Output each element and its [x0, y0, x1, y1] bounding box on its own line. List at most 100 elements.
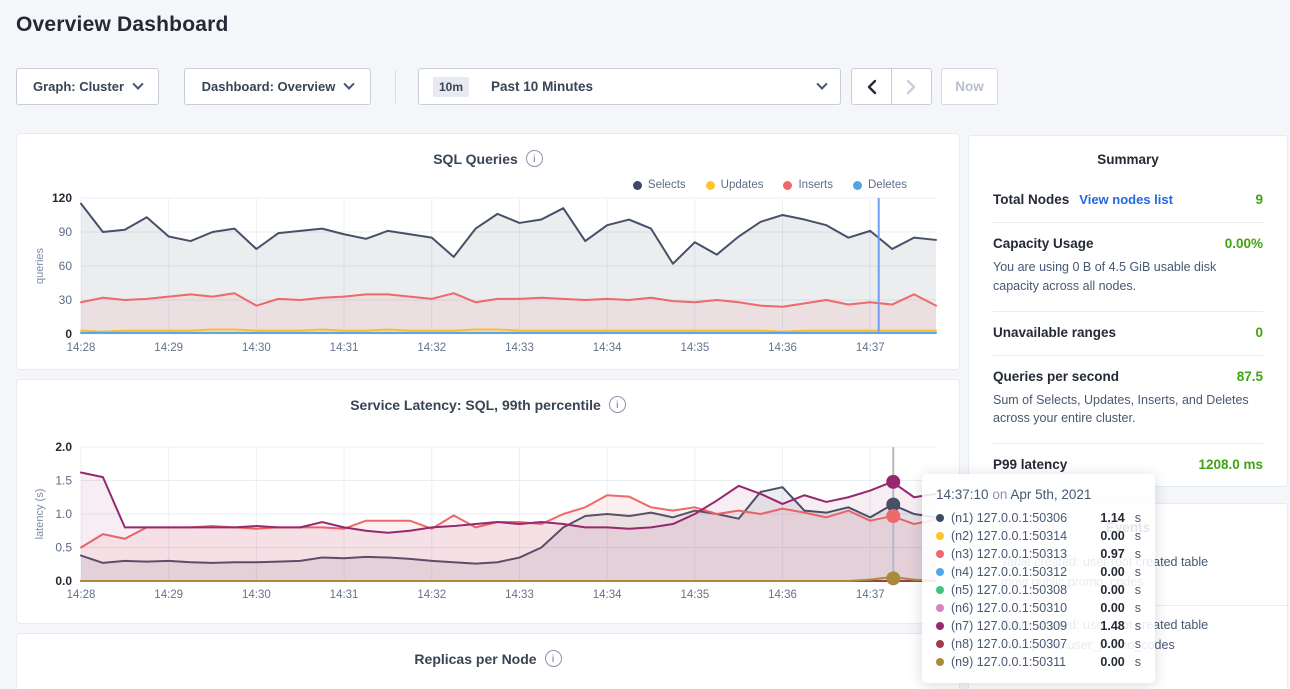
- dashboard-dropdown[interactable]: Dashboard: Overview: [184, 68, 371, 105]
- time-prev-button[interactable]: [851, 68, 892, 105]
- legend-item-selects[interactable]: Selects: [633, 179, 686, 191]
- svg-text:0: 0: [65, 327, 72, 341]
- svg-text:14:37: 14:37: [856, 589, 885, 601]
- node-address: (n3) 127.0.0.1:50313: [951, 547, 1067, 561]
- info-icon[interactable]: i: [609, 396, 626, 413]
- summary-row-value: 1208.0 ms: [1198, 457, 1263, 472]
- tooltip-node-row: (n5) 127.0.0.1:50308 0.00 s: [936, 581, 1141, 599]
- node-latency-value: 0.00: [1100, 583, 1124, 597]
- legend-dot: [853, 181, 862, 190]
- legend-item-deletes[interactable]: Deletes: [853, 179, 907, 191]
- legend-label: Inserts: [798, 179, 833, 191]
- node-latency-unit: s: [1135, 511, 1141, 525]
- svg-text:60: 60: [59, 259, 73, 273]
- svg-text:14:33: 14:33: [505, 342, 534, 354]
- node-address: (n2) 127.0.0.1:50314: [951, 529, 1067, 543]
- time-range-badge: 10m: [433, 77, 469, 97]
- graph-dropdown[interactable]: Graph: Cluster: [16, 68, 159, 105]
- replicas-per-node-chart-title: Replicas per Node i: [17, 650, 959, 667]
- node-latency-value: 0.00: [1100, 601, 1124, 615]
- summary-row-value: 9: [1255, 192, 1263, 207]
- dashboard-dropdown-label: Dashboard: Overview: [202, 79, 336, 94]
- info-icon[interactable]: i: [545, 650, 562, 667]
- toolbar-divider: [395, 70, 396, 103]
- node-color-dot: [936, 658, 944, 666]
- service-latency-chart[interactable]: 14:2814:2914:3014:3114:3214:3314:3414:35…: [17, 380, 961, 625]
- node-address: (n7) 127.0.0.1:50309: [951, 619, 1067, 633]
- summary-row-label: Queries per second: [993, 369, 1119, 384]
- svg-text:14:34: 14:34: [593, 342, 622, 354]
- chart-hover-tooltip: 14:37:10 on Apr 5th, 2021 (n1) 127.0.0.1…: [922, 474, 1155, 683]
- svg-text:14:32: 14:32: [417, 342, 446, 354]
- summary-row-description: You are using 0 B of 4.5 GiB usable disk…: [993, 258, 1263, 296]
- node-address: (n8) 127.0.0.1:50307: [951, 637, 1067, 651]
- time-range-dropdown[interactable]: 10m Past 10 Minutes: [418, 68, 841, 105]
- node-color-dot: [936, 514, 944, 522]
- node-latency-unit: s: [1135, 655, 1141, 669]
- tooltip-node-row: (n8) 127.0.0.1:50307 0.00 s: [936, 635, 1141, 653]
- summary-row-value: 0.00%: [1225, 236, 1263, 251]
- legend-label: Deletes: [868, 179, 907, 191]
- summary-row-value: 0: [1255, 325, 1263, 340]
- chevron-left-icon: [866, 79, 877, 95]
- node-color-dot: [936, 586, 944, 594]
- time-next-button[interactable]: [891, 68, 932, 105]
- summary-row-label: Unavailable ranges: [993, 325, 1116, 340]
- info-icon[interactable]: i: [526, 150, 543, 167]
- svg-text:queries: queries: [34, 247, 46, 284]
- node-address: (n5) 127.0.0.1:50308: [951, 583, 1067, 597]
- node-latency-unit: s: [1135, 601, 1141, 615]
- summary-row-label: P99 latency: [993, 457, 1067, 472]
- node-latency-value: 1.48: [1100, 619, 1124, 633]
- sql-queries-chart[interactable]: 14:2814:2914:3014:3114:3214:3314:3414:35…: [17, 134, 961, 371]
- legend-dot: [783, 181, 792, 190]
- summary-title: Summary: [993, 136, 1263, 179]
- svg-text:14:31: 14:31: [330, 589, 359, 601]
- summary-row-label: Capacity Usage: [993, 236, 1094, 251]
- node-latency-unit: s: [1135, 619, 1141, 633]
- svg-text:0.0: 0.0: [55, 574, 72, 588]
- node-latency-unit: s: [1135, 637, 1141, 651]
- tooltip-node-row: (n9) 127.0.0.1:503110.00s: [936, 653, 1141, 671]
- service-latency-chart-title: Service Latency: SQL, 99th percentile i: [17, 396, 959, 413]
- node-latency-value: 1.14: [1100, 511, 1124, 525]
- summary-row: Queries per second87.5Sum of Selects, Up…: [993, 355, 1263, 444]
- now-button[interactable]: Now: [941, 68, 998, 105]
- node-latency-value: 0.97: [1100, 547, 1124, 561]
- legend-label: Selects: [648, 179, 686, 191]
- tooltip-node-rows: (n1) 127.0.0.1:503061.14s(n2) 127.0.0.1:…: [936, 509, 1141, 671]
- legend-label: Updates: [721, 179, 764, 191]
- sql-queries-chart-card: SQL Queries i Selects Updates Inserts Delet…: [16, 133, 960, 370]
- summary-row: Total NodesView nodes list9: [993, 179, 1263, 222]
- tooltip-node-row: (n7) 127.0.0.1:50309 1.48 s: [936, 617, 1141, 635]
- svg-text:14:33: 14:33: [505, 589, 534, 601]
- node-latency-unit: s: [1135, 583, 1141, 597]
- node-latency-unit: s: [1135, 529, 1141, 543]
- svg-text:1.0: 1.0: [55, 507, 72, 521]
- chevron-right-icon: [906, 79, 917, 95]
- legend-item-updates[interactable]: Updates: [706, 179, 764, 191]
- summary-row: Unavailable ranges 0: [993, 311, 1263, 355]
- sql-queries-chart-title: SQL Queries i: [17, 150, 959, 167]
- sql-queries-legend: Selects Updates Inserts Deletes: [633, 179, 907, 191]
- node-latency-value: 0.00: [1100, 529, 1124, 543]
- summary-row-value: 87.5: [1237, 369, 1263, 384]
- svg-text:latency (s): latency (s): [34, 489, 46, 540]
- svg-text:14:29: 14:29: [154, 589, 183, 601]
- page-title: Overview Dashboard: [16, 13, 229, 37]
- legend-dot: [633, 181, 642, 190]
- node-latency-value: 0.00: [1100, 637, 1124, 651]
- service-latency-chart-card: Service Latency: SQL, 99th percentile i …: [16, 379, 960, 624]
- tooltip-node-row: (n6) 127.0.0.1:503100.00s: [936, 599, 1141, 617]
- svg-text:2.0: 2.0: [55, 440, 72, 454]
- summary-rows: Total NodesView nodes list9Capacity Usag…: [993, 179, 1263, 487]
- node-latency-value: 0.00: [1100, 565, 1124, 579]
- legend-item-inserts[interactable]: Inserts: [783, 179, 833, 191]
- node-latency-unit: s: [1135, 547, 1141, 561]
- node-color-dot: [936, 568, 944, 576]
- view-nodes-list-link[interactable]: View nodes list: [1079, 192, 1173, 207]
- svg-text:14:28: 14:28: [67, 342, 96, 354]
- svg-text:14:29: 14:29: [154, 342, 183, 354]
- tooltip-timestamp: 14:37:10 on Apr 5th, 2021: [936, 487, 1141, 502]
- chevron-down-icon: [816, 78, 827, 89]
